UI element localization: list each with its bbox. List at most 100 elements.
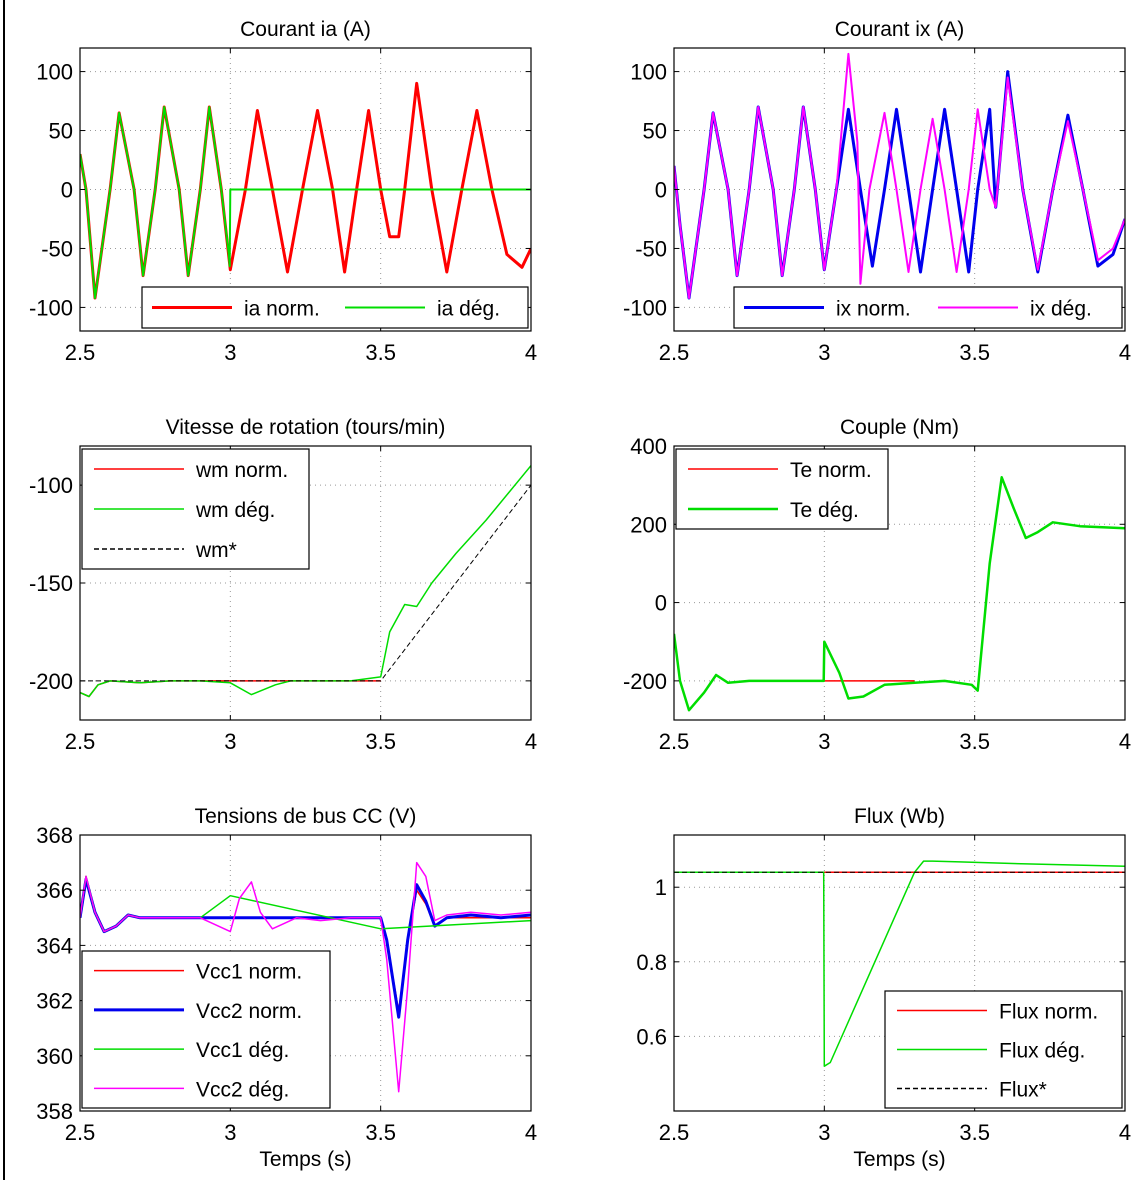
y-tick-label: 400 xyxy=(630,434,667,459)
series-group xyxy=(80,861,531,1093)
legend: Te norm. Te dég. xyxy=(675,448,889,530)
x-tick-label: 3 xyxy=(818,729,830,754)
series-group xyxy=(674,476,1125,712)
y-tick-label: 360 xyxy=(36,1044,73,1069)
chart-title: Couple (Nm) xyxy=(840,416,959,439)
legend-label: Vcc1 norm. xyxy=(196,961,302,984)
legend-label: Te dég. xyxy=(790,499,859,522)
x-axis-label: Temps (s) xyxy=(259,1148,351,1171)
x-tick-label: 3.5 xyxy=(959,340,990,365)
y-tick-label: 364 xyxy=(36,933,73,958)
x-tick-label: 3 xyxy=(224,1120,236,1145)
legend-label: wm* xyxy=(195,539,237,562)
y-tick-label: 0 xyxy=(655,178,667,203)
y-tick-label: -50 xyxy=(41,236,73,261)
y-tick-label: -150 xyxy=(29,571,73,596)
legend-label: Flux norm. xyxy=(999,1001,1098,1024)
x-tick-label: 3.5 xyxy=(365,1120,396,1145)
x-tick-label: 3 xyxy=(224,340,236,365)
x-tick-label: 4 xyxy=(1119,729,1131,754)
x-axis-label: Temps (s) xyxy=(853,1148,945,1171)
x-tick-label: 2.5 xyxy=(65,729,96,754)
chart-title: Courant ia (A) xyxy=(240,18,371,41)
legend: Flux norm. Flux dég. Flux* xyxy=(884,990,1123,1109)
legend-box xyxy=(675,448,889,530)
y-tick-label: 1 xyxy=(655,875,667,900)
chart-title: Courant ix (A) xyxy=(835,18,965,41)
y-tick-label: 368 xyxy=(36,823,73,848)
x-tick-label: 3.5 xyxy=(365,729,396,754)
legend-label: ix dég. xyxy=(1030,298,1092,321)
y-tick-label: -100 xyxy=(29,295,73,320)
x-tick-label: 4 xyxy=(1119,1120,1131,1145)
y-tick-label: 0.6 xyxy=(636,1024,667,1049)
legend-label: Flux dég. xyxy=(999,1040,1085,1063)
series-line-2 xyxy=(674,52,1125,299)
x-tick-label: 2.5 xyxy=(659,1120,690,1145)
x-tick-label: 4 xyxy=(525,1120,537,1145)
x-tick-label: 4 xyxy=(525,729,537,754)
y-tick-label: -200 xyxy=(29,669,73,694)
series-line-2 xyxy=(674,476,1125,712)
legend: wm norm. wm dég. wm* xyxy=(81,448,310,570)
chart-panel-5: 2.5 3 3.5 4 358 360 362 364 366 368 Tensions de bu… xyxy=(36,805,537,1171)
legend-label: Flux* xyxy=(999,1079,1047,1102)
y-tick-label: 366 xyxy=(36,878,73,903)
series-line-2 xyxy=(674,860,1125,1067)
axes-frame xyxy=(673,834,1126,1112)
series-group xyxy=(674,860,1125,1067)
x-tick-label: 3 xyxy=(818,1120,830,1145)
y-tick-label: -200 xyxy=(623,669,667,694)
y-tick-label: -50 xyxy=(635,236,667,261)
chart-title: Flux (Wb) xyxy=(854,805,945,828)
legend-box xyxy=(81,950,331,1109)
x-tick-label: 2.5 xyxy=(65,340,96,365)
legend-label: Te norm. xyxy=(790,459,872,482)
y-tick-label: 0 xyxy=(655,591,667,616)
x-tick-label: 3.5 xyxy=(959,729,990,754)
legend: ia norm. ia dég. xyxy=(141,286,529,329)
legend-label: ia norm. xyxy=(244,298,320,321)
x-tick-label: 3 xyxy=(224,729,236,754)
x-tick-label: 3.5 xyxy=(365,340,396,365)
legend-label: ia dég. xyxy=(437,298,500,321)
y-tick-label: 0 xyxy=(61,178,73,203)
chart-panel-6: 2.5 3 3.5 4 0.6 0.8 1 Flux (Wb) Temps (s) Flux no… xyxy=(636,805,1131,1171)
legend-label: wm norm. xyxy=(195,459,288,482)
x-tick-label: 2.5 xyxy=(65,1120,96,1145)
legend: ix norm. ix dég. xyxy=(733,286,1123,329)
chart-panel-1: 2.5 3 3.5 4 -100 -50 0 50 100 Courant ia (A) ia no… xyxy=(29,18,537,365)
chart-panel-2: 2.5 3 3.5 4 -100 -50 0 50 100 Courant ix (A) ix no… xyxy=(623,18,1131,365)
series-line-3 xyxy=(80,484,531,682)
chart-title: Tensions de bus CC (V) xyxy=(195,805,417,828)
y-tick-label: -100 xyxy=(29,473,73,498)
y-tick-label: 50 xyxy=(643,119,667,144)
legend-label: ix norm. xyxy=(836,298,911,321)
x-tick-label: 4 xyxy=(525,340,537,365)
x-tick-label: 4 xyxy=(1119,340,1131,365)
legend-label: Vcc2 norm. xyxy=(196,1000,302,1023)
y-tick-label: 0.8 xyxy=(636,950,667,975)
x-tick-label: 3 xyxy=(818,340,830,365)
y-tick-label: 100 xyxy=(630,60,667,85)
legend: Vcc1 norm. Vcc2 norm. Vcc1 dég. Vcc2 dég. xyxy=(81,950,331,1109)
y-tick-label: 362 xyxy=(36,989,73,1014)
legend-label: Vcc1 dég. xyxy=(196,1039,289,1062)
series-group xyxy=(674,52,1125,300)
series-line-4 xyxy=(80,861,531,1093)
axes-frame xyxy=(79,834,532,1112)
legend-label: wm dég. xyxy=(195,499,275,522)
y-tick-label: 100 xyxy=(36,60,73,85)
series-group xyxy=(80,465,531,698)
axes-frame xyxy=(673,445,1126,721)
y-tick-label: 50 xyxy=(49,119,73,144)
series-line-2 xyxy=(80,106,531,299)
x-tick-label: 2.5 xyxy=(659,729,690,754)
chart-title: Vitesse de rotation (tours/min) xyxy=(166,416,446,439)
y-tick-label: -100 xyxy=(623,295,667,320)
chart-panel-3: 2.5 3 3.5 4 -200 -150 -100 Vitesse de rotation … xyxy=(29,416,537,754)
legend-label: Vcc2 dég. xyxy=(196,1078,289,1101)
x-tick-label: 3.5 xyxy=(959,1120,990,1145)
